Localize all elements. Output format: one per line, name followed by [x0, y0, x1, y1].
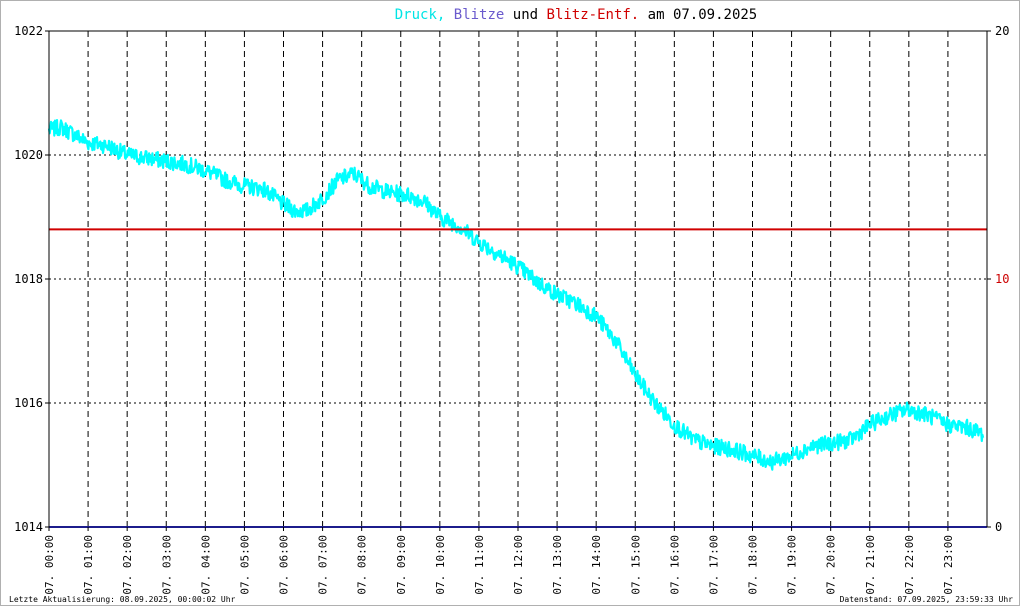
chart-title-part: Blitz-Entf.: [547, 7, 640, 23]
x-tick-label: 07. 16:00: [668, 535, 681, 595]
x-tick-label: 07. 10:00: [434, 535, 447, 595]
x-tick-label: 07. 07:00: [317, 535, 330, 595]
x-tick-label: 07. 19:00: [786, 535, 799, 595]
chart-title-part: Blitze: [445, 7, 504, 23]
x-tick-label: 07. 08:00: [356, 535, 369, 595]
y-tick-label-left: 1014: [14, 520, 43, 534]
chart-title-part: Druck: [395, 7, 438, 23]
x-tick-label: 07. 09:00: [395, 535, 408, 595]
x-tick-label: 07. 02:00: [121, 535, 134, 595]
y-tick-label-right: 10: [995, 272, 1009, 286]
y-tick-label-left: 1016: [14, 396, 43, 410]
x-tick-label: 07. 17:00: [707, 535, 720, 595]
x-tick-label: 07. 11:00: [473, 535, 486, 595]
x-tick-label: 07. 03:00: [160, 535, 173, 595]
y-tick-label-right: 20: [995, 24, 1009, 38]
x-tick-label: 07. 15:00: [629, 535, 642, 595]
y-tick-label-right: 0: [995, 520, 1002, 534]
x-tick-label: 07. 23:00: [942, 535, 955, 595]
chart-title: Druck, Blitze und Blitz-Entf. am 07.09.2…: [395, 7, 758, 23]
x-tick-label: 07. 01:00: [82, 535, 95, 595]
x-tick-label: 07. 20:00: [825, 535, 838, 595]
y-tick-label-left: 1018: [14, 272, 43, 286]
x-tick-label: 07. 21:00: [864, 535, 877, 595]
footer-data-status: Datenstand: 07.09.2025, 23:59:33 Uhr: [840, 595, 1014, 604]
x-tick-label: 07. 05:00: [238, 535, 251, 595]
x-tick-label: 07. 14:00: [590, 535, 603, 595]
y-tick-label-left: 1022: [14, 24, 43, 38]
chart-title-part: und: [504, 7, 546, 23]
x-tick-label: 07. 13:00: [551, 535, 564, 595]
footer-last-update: Letzte Aktualisierung: 08.09.2025, 00:00…: [9, 595, 236, 604]
x-tick-label: 07. 06:00: [278, 535, 291, 595]
x-tick-label: 07. 18:00: [747, 535, 760, 595]
y-tick-label-left: 1020: [14, 148, 43, 162]
x-tick-label: 07. 04:00: [199, 535, 212, 595]
x-tick-label: 07. 12:00: [512, 535, 525, 595]
x-tick-label: 07. 00:00: [43, 535, 56, 595]
x-tick-label: 07. 22:00: [903, 535, 916, 595]
pressure-series: [47, 119, 985, 471]
chart-title-part: ,: [437, 7, 445, 23]
chart-title-part: am 07.09.2025: [639, 7, 757, 23]
